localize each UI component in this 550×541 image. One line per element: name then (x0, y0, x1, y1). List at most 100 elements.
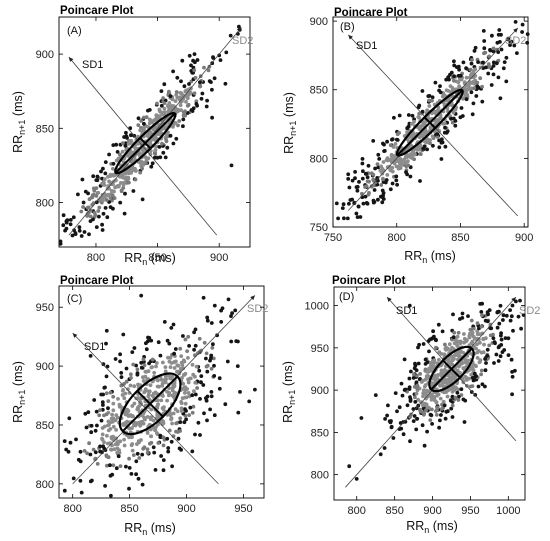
data-point (437, 425, 441, 430)
data-point (93, 213, 98, 218)
data-point (139, 119, 144, 123)
data-point (186, 102, 191, 107)
data-point (359, 416, 364, 420)
data-point (424, 402, 429, 407)
data-point (388, 187, 393, 192)
data-point (191, 58, 196, 63)
data-point (483, 357, 487, 361)
data-point (427, 98, 431, 103)
data-point (437, 129, 442, 134)
data-point (463, 360, 467, 365)
data-point (99, 392, 104, 397)
data-point (407, 376, 412, 381)
data-point (190, 449, 195, 454)
data-point (369, 184, 374, 189)
data-point (67, 416, 72, 421)
data-point (371, 139, 376, 143)
data-point (122, 180, 126, 185)
data-point (81, 200, 86, 205)
data-point (458, 317, 462, 321)
data-point (87, 232, 91, 237)
data-point (130, 404, 135, 408)
data-point (155, 384, 160, 389)
data-point (389, 424, 394, 429)
panel-a-x-axis-label: RRn (ms) (124, 251, 176, 267)
data-point (135, 442, 139, 446)
data-point (347, 464, 352, 469)
data-point (115, 150, 120, 154)
data-point (417, 103, 422, 108)
data-point (498, 303, 503, 308)
data-point (390, 181, 395, 186)
data-point (199, 380, 203, 385)
data-point (187, 344, 192, 348)
data-point (378, 452, 383, 457)
data-point (451, 110, 456, 115)
data-point (451, 335, 456, 340)
data-point (137, 456, 142, 460)
data-point (479, 350, 484, 355)
data-point (475, 356, 480, 360)
data-point (168, 133, 173, 138)
data-point (452, 330, 457, 335)
data-point (148, 152, 153, 157)
panel-a-sd2-axis-line (68, 27, 242, 236)
data-point (437, 88, 441, 93)
data-point (464, 97, 469, 102)
data-point (381, 197, 386, 201)
data-point (134, 459, 139, 464)
data-point (104, 198, 109, 202)
data-point (485, 347, 490, 352)
data-point (100, 426, 105, 430)
data-point (211, 55, 215, 59)
data-point (469, 372, 474, 377)
data-point (211, 342, 215, 347)
data-point (459, 77, 464, 82)
data-point (457, 67, 461, 72)
data-point (168, 365, 173, 369)
data-point (504, 313, 509, 318)
data-point (127, 435, 131, 440)
data-point (484, 361, 488, 365)
data-point (107, 152, 111, 157)
data-point (194, 364, 199, 369)
data-point (346, 172, 351, 177)
data-point (472, 86, 477, 91)
data-point (393, 142, 398, 146)
data-point (181, 113, 186, 118)
panel-c-title: Poincare Plot (60, 275, 134, 287)
data-point (417, 377, 422, 382)
data-point (408, 395, 412, 399)
panel-c: Poincare Plot (C) SD1 SD2 RRn (ms) RRn+1… (11, 275, 268, 537)
data-point (414, 391, 419, 396)
data-point (434, 345, 438, 350)
data-point (508, 308, 512, 312)
data-point (153, 118, 158, 122)
data-point (118, 464, 123, 468)
data-point (78, 478, 83, 483)
data-point (159, 454, 164, 458)
data-point (518, 298, 522, 303)
data-point (106, 399, 111, 403)
data-point (475, 329, 480, 334)
data-point (495, 310, 500, 314)
data-point (455, 368, 460, 373)
data-point (140, 452, 145, 457)
data-point (443, 125, 447, 130)
data-point (510, 370, 514, 374)
data-point (476, 60, 480, 64)
data-point (457, 364, 461, 369)
data-point (174, 421, 179, 426)
data-point (460, 114, 465, 118)
data-point (494, 61, 499, 66)
data-point (422, 443, 427, 448)
data-point (124, 130, 128, 135)
data-point (111, 143, 116, 148)
data-point (145, 447, 150, 452)
data-point (88, 214, 93, 219)
data-point (205, 369, 210, 374)
data-point (444, 130, 449, 135)
data-point (62, 488, 67, 493)
data-point (188, 405, 193, 410)
